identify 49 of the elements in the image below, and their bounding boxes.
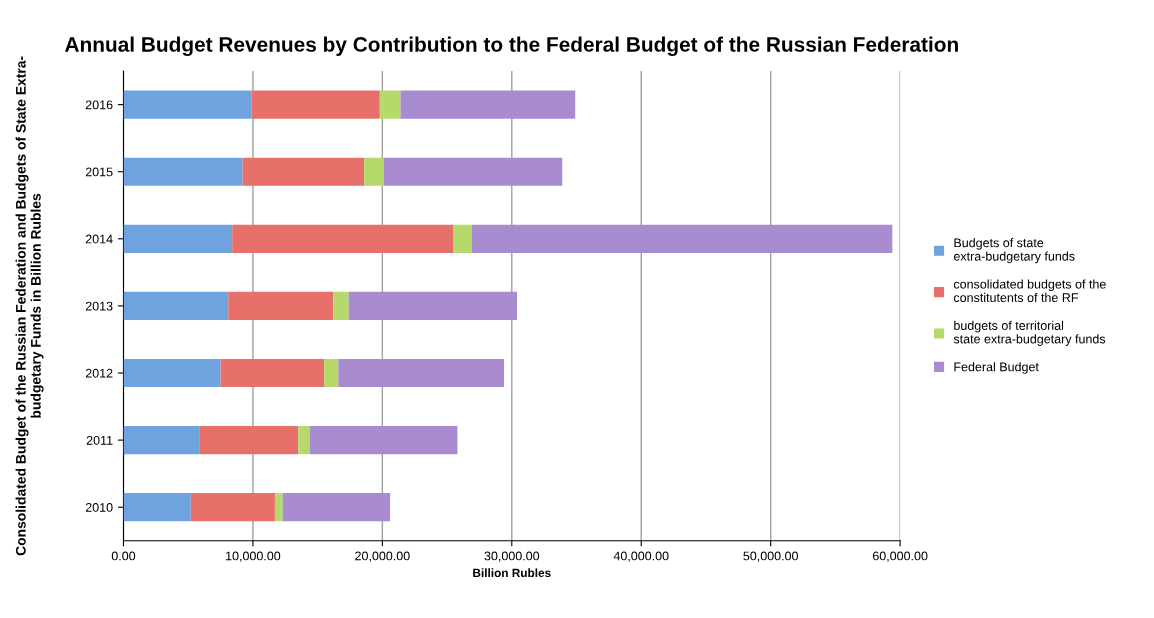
legend-label: Budgets of state extra-budgetary funds [953,238,1075,264]
bar [123,358,221,388]
bar [123,493,191,522]
bar [298,426,310,455]
y-tick-label: 2010 [85,503,113,512]
x-tick-label: 50,000.00 [743,551,798,562]
x-axis-title: Billion Rubles [473,568,551,578]
bar [471,224,893,253]
bar [282,493,391,522]
bar [199,426,299,455]
bar [123,224,233,253]
bar [274,493,283,522]
bar [228,291,334,320]
x-tick-label: 30,000.00 [484,551,540,562]
bar [190,493,275,522]
bar [251,90,380,119]
legend-label: budgets of territorial state extra-budgetary funds [953,320,1106,346]
legend-label: Federal Budget [954,362,1039,374]
bar [232,224,454,253]
chart-title: Annual Budget Revenues by Contribution to the Federal Budget of the Russian Federation [64,36,958,57]
bar [123,157,243,186]
x-tick-label: 60,000.00 [872,551,928,562]
y-tick-label: 2013 [85,301,113,311]
bar [123,291,229,320]
bar [242,157,365,186]
bar [348,291,517,320]
bar [220,358,325,388]
bar [309,426,458,455]
bar [333,291,349,320]
x-tick-label: 10,000.00 [226,551,281,562]
bar [324,358,339,388]
y-tick-label: 2015 [85,167,113,177]
bar [123,90,252,119]
y-tick-label: 2016 [85,100,113,110]
bar [338,358,505,388]
y-tick-label: 2011 [86,435,113,445]
x-tick-label: 0.00 [111,551,136,561]
y-axis-title: Consolidated Budget of the Russian Federation and Budgets of State Extra- budgetary Funds in Billion Rubles [15,56,44,556]
bar [453,224,472,253]
bar [383,157,563,186]
y-tick-label: 2012 [85,368,113,378]
x-tick-label: 20,000.00 [355,551,410,562]
bar [400,90,576,119]
legend-label: consolidated budgets of the constitutents of the RF [953,279,1106,303]
bar [379,90,401,119]
x-tick-label: 40,000.00 [613,551,669,562]
bar [123,426,200,455]
bar [364,157,384,186]
y-tick-label: 2014 [85,234,113,244]
